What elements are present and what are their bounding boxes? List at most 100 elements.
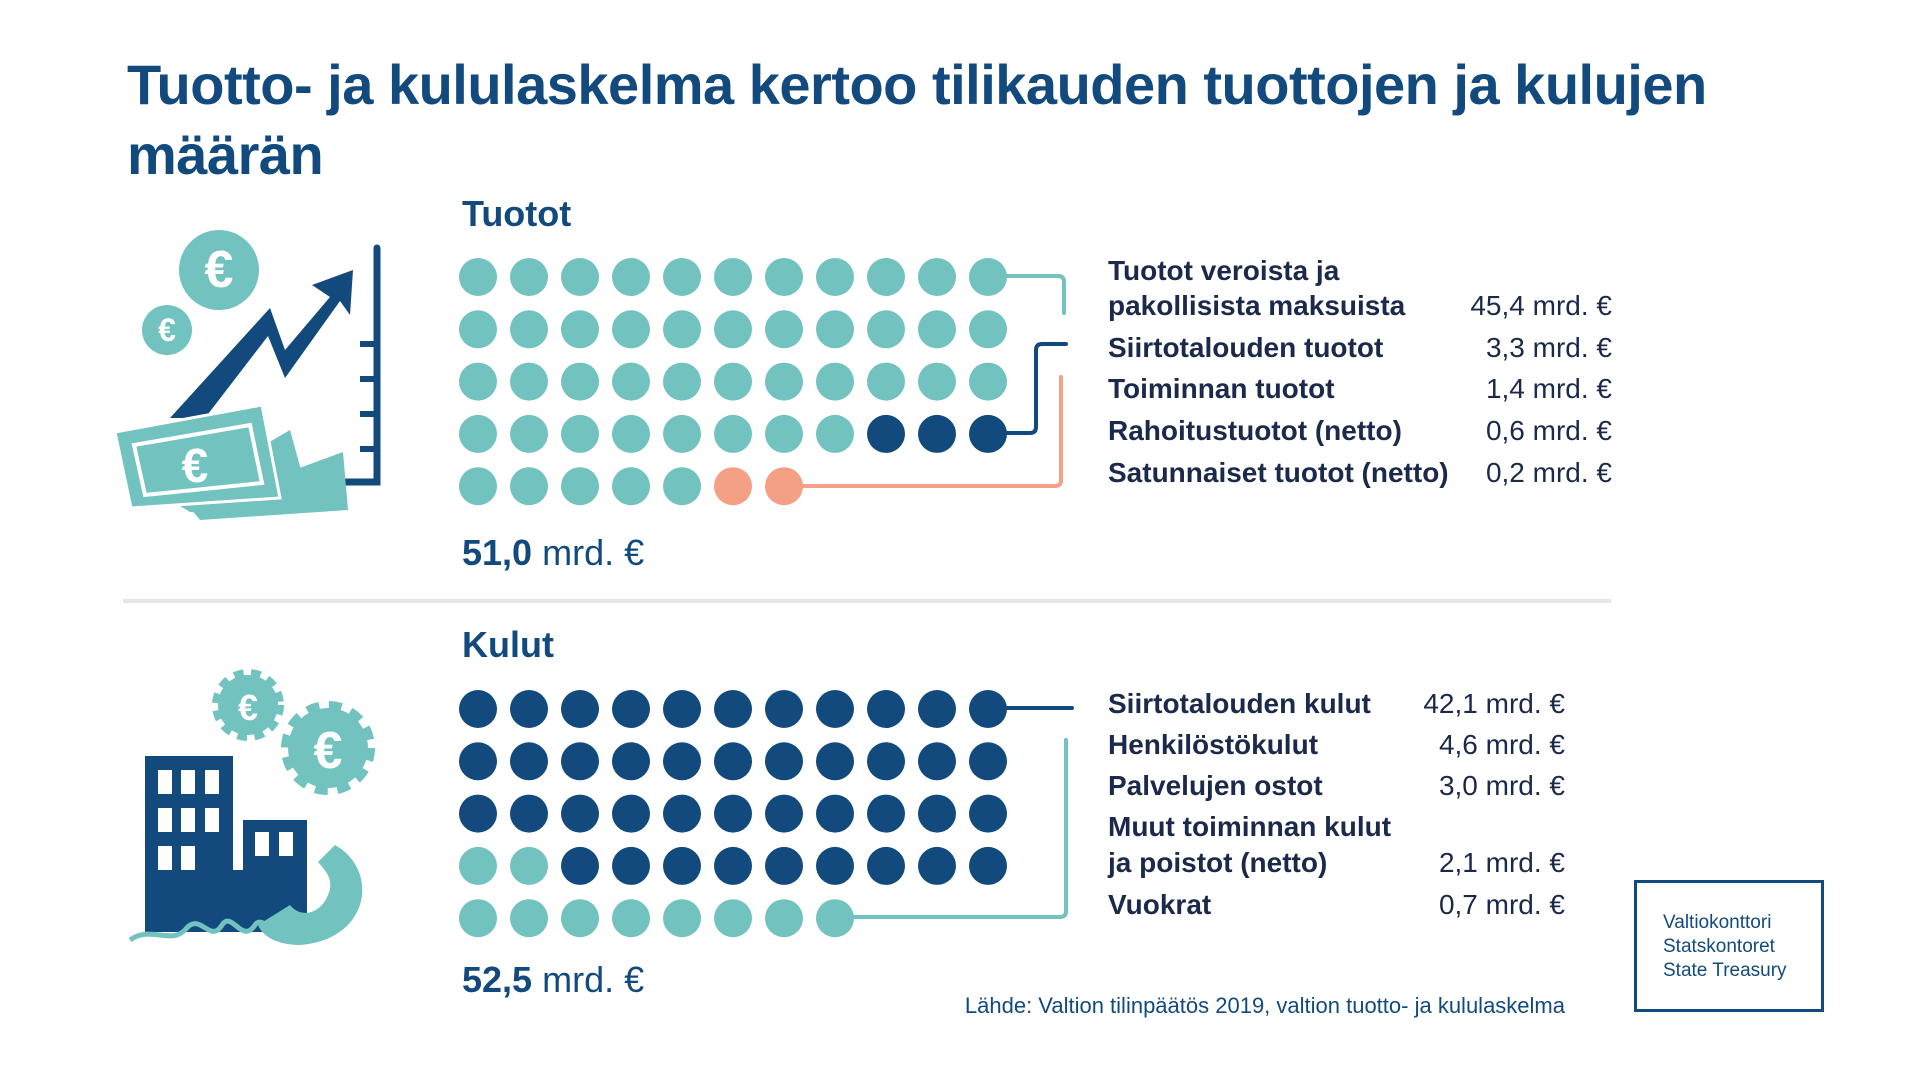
waffle-dot: [561, 258, 599, 296]
legend-label: Muut toiminnan kulut: [1108, 811, 1392, 842]
waffle-dot: [612, 414, 650, 453]
waffle-dot: [969, 742, 1007, 781]
legend-value: 3,0 mrd. €: [1438, 770, 1565, 801]
legend-label: pakollisista maksuista: [1108, 290, 1406, 321]
waffle-dot: [765, 310, 803, 349]
waffle-dot: [561, 742, 599, 781]
waffle-dot: [765, 794, 803, 833]
waffle-dot: [663, 742, 701, 781]
total-number: 51,0: [462, 532, 533, 573]
logo-line: State Treasury: [1663, 960, 1787, 981]
waffle-dot: [510, 899, 548, 938]
legend-value: 0,2 mrd. €: [1485, 457, 1612, 488]
legend-label: Toiminnan tuotot: [1108, 373, 1335, 404]
waffle-dot: [816, 690, 854, 728]
waffle-dot: [765, 846, 803, 885]
waffle-dot: [561, 899, 599, 938]
legend-label: Vuokrat: [1108, 889, 1212, 920]
waffle-dot: [561, 467, 599, 506]
legend-label: Siirtotalouden kulut: [1108, 688, 1371, 719]
waffle-dot: [969, 690, 1007, 728]
waffle-dot: [765, 362, 803, 401]
waffle-dot: [663, 414, 701, 453]
legend-value: 1,4 mrd. €: [1485, 373, 1612, 404]
total-unit: mrd. €: [542, 532, 645, 573]
waffle-dot: [612, 846, 650, 885]
waffle-dot: [816, 742, 854, 781]
waffle-dot: [714, 362, 752, 401]
svg-text:€: €: [158, 312, 176, 348]
waffle-dot: [459, 846, 497, 885]
waffle-dot: [714, 467, 752, 506]
waffle-dot: [918, 310, 956, 349]
legend-label: Palvelujen ostot: [1108, 770, 1323, 801]
total-number: 52,5: [462, 959, 533, 1000]
waffle-dot: [561, 690, 599, 728]
waffle-dot: [510, 742, 548, 781]
legend-value: 0,6 mrd. €: [1485, 415, 1612, 446]
waffle-dot: [459, 794, 497, 833]
waffle-dot: [918, 794, 956, 833]
waffle-dot: [918, 846, 956, 885]
waffle-dot: [765, 467, 803, 506]
waffle-dot: [714, 690, 752, 728]
waffle-dot: [663, 310, 701, 349]
waffle-dot: [510, 846, 548, 885]
waffle-dot: [867, 742, 905, 781]
connector-line: [793, 375, 1063, 488]
waffle-dot: [612, 899, 650, 938]
svg-text:€: €: [314, 722, 343, 780]
legend-value: 0,7 mrd. €: [1438, 889, 1565, 920]
waffle-dot: [867, 258, 905, 296]
waffle-dot: [510, 794, 548, 833]
waffle-dot: [918, 362, 956, 401]
waffle-dot: [510, 258, 548, 296]
legend-label: Henkilöstökulut: [1108, 729, 1319, 760]
waffle-dot: [816, 794, 854, 833]
waffle-dot: [969, 414, 1007, 453]
waffle-dot: [510, 690, 548, 728]
waffle-dot: [612, 258, 650, 296]
waffle-dot: [561, 414, 599, 453]
logo: Valtiokonttori Statskontoret State Treas…: [1634, 880, 1824, 1012]
section-title-tuotot: Tuotot: [462, 193, 572, 234]
waffle-dot: [816, 846, 854, 885]
waffle-dot: [918, 258, 956, 296]
svg-text:€: €: [238, 687, 258, 728]
waffle-dot: [867, 794, 905, 833]
waffle-dot: [510, 414, 548, 453]
waffle-dot: [918, 414, 956, 453]
logo-line: Valtiokonttori: [1663, 912, 1772, 933]
waffle-dot: [612, 467, 650, 506]
waffle-dot: [765, 899, 803, 938]
waffle-dot: [561, 794, 599, 833]
section-divider: [123, 599, 1611, 603]
waffle-dot: [459, 690, 497, 728]
total-unit: mrd. €: [542, 959, 645, 1000]
legend-label: ja poistot (netto): [1108, 847, 1328, 878]
waffle-dot: [714, 794, 752, 833]
waffle-dot: [714, 846, 752, 885]
total-kulut: 52,5 mrd. €: [462, 959, 644, 1001]
waffle-dot: [663, 690, 701, 728]
waffle-dot: [663, 899, 701, 938]
legend-value: 3,3 mrd. €: [1485, 332, 1612, 363]
page-title: Tuotto- ja kululaskelma kertoo tilikaude…: [127, 53, 1707, 186]
waffle-dot: [867, 846, 905, 885]
waffle-dot: [765, 690, 803, 728]
waffle-dot: [816, 414, 854, 453]
waffle-dot: [663, 362, 701, 401]
waffle-dot: [612, 362, 650, 401]
legend-label: Siirtotalouden tuotot: [1108, 332, 1384, 363]
waffle-dot: [969, 362, 1007, 401]
waffle-dot: [765, 742, 803, 781]
legend-label: Rahoitustuotot (netto): [1108, 415, 1402, 446]
waffle-dot: [612, 310, 650, 349]
waffle-dot: [918, 742, 956, 781]
waffle-dot: [459, 742, 497, 781]
waffle-dot: [918, 690, 956, 728]
waffle-dot: [765, 414, 803, 453]
waffle-dot: [663, 467, 701, 506]
waffle-dot: [561, 362, 599, 401]
